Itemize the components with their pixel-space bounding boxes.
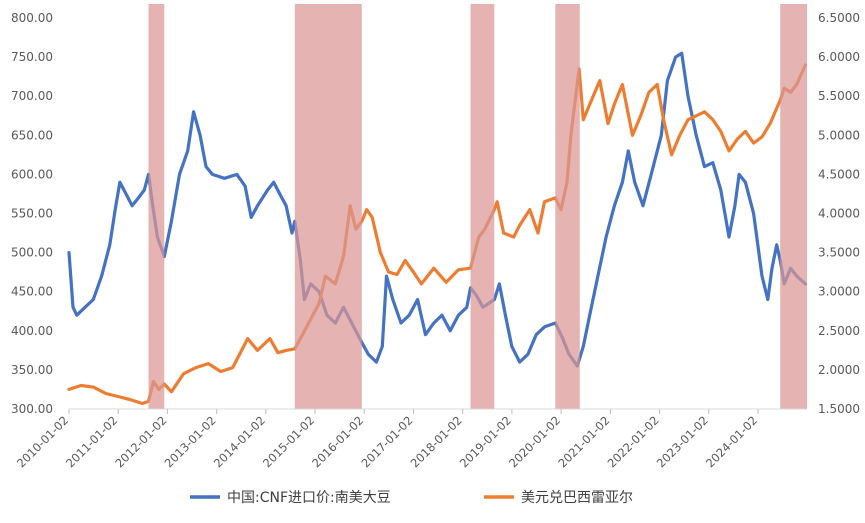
x-tick-label: 2011-01-02 xyxy=(63,413,120,470)
y-right-tick-label: 1.5000 xyxy=(818,402,860,416)
x-tick-label: 2013-01-02 xyxy=(162,413,219,470)
y-right-tick-label: 6.0000 xyxy=(818,50,860,64)
x-tick-label: 2010-01-02 xyxy=(14,413,71,470)
y-left-tick-label: 450.00 xyxy=(11,285,53,299)
shaded-period-4 xyxy=(555,4,580,409)
y-left-tick-label: 350.00 xyxy=(11,363,53,377)
y-right-tick-label: 5.0000 xyxy=(818,128,860,142)
y-left-tick-label: 600.00 xyxy=(11,167,53,181)
shaded-period-2 xyxy=(294,4,362,409)
x-tick-label: 2018-01-02 xyxy=(408,413,465,470)
x-tick-label: 2017-01-02 xyxy=(358,413,415,470)
y-left-tick-label: 400.00 xyxy=(11,324,53,338)
x-tick-label: 2012-01-02 xyxy=(112,413,169,470)
x-tick-label: 2022-01-02 xyxy=(605,413,662,470)
y-right-tick-label: 6.5000 xyxy=(818,11,860,25)
x-tick-label: 2016-01-02 xyxy=(309,413,366,470)
y-right-tick-label: 2.5000 xyxy=(818,324,860,338)
legend-label-2: 美元兑巴西雷亚尔 xyxy=(521,490,633,506)
shaded-period-5 xyxy=(780,4,807,409)
y-left-tick-label: 800.00 xyxy=(11,11,53,25)
legend-label-1: 中国:CNF进口价:南美大豆 xyxy=(227,490,391,506)
x-tick-label: 2023-01-02 xyxy=(654,413,711,470)
y-right-tick-label: 2.0000 xyxy=(818,363,860,377)
y-right-tick-label: 5.5000 xyxy=(818,89,860,103)
y-right-tick-label: 4.5000 xyxy=(818,167,860,181)
x-tick-label: 2015-01-02 xyxy=(260,413,317,470)
y-left-tick-label: 750.00 xyxy=(11,50,53,64)
x-tick-label: 2021-01-02 xyxy=(555,413,612,470)
y-left-tick-label: 550.00 xyxy=(11,207,53,221)
x-tick-label: 2019-01-02 xyxy=(457,413,514,470)
y-right-tick-label: 3.0000 xyxy=(818,285,860,299)
y-right-tick-label: 3.5000 xyxy=(818,246,860,260)
y-left-tick-label: 500.00 xyxy=(11,246,53,260)
shaded-period-1 xyxy=(148,4,165,409)
x-tick-label: 2014-01-02 xyxy=(211,413,268,470)
y-left-tick-label: 650.00 xyxy=(11,128,53,142)
x-tick-label: 2020-01-02 xyxy=(506,413,563,470)
y-left-tick-label: 300.00 xyxy=(11,402,53,416)
y-right-tick-label: 4.0000 xyxy=(818,207,860,221)
x-tick-label: 2024-01-02 xyxy=(703,413,760,470)
series-line-1 xyxy=(67,51,808,368)
y-left-tick-label: 700.00 xyxy=(11,89,53,103)
series-line-2 xyxy=(67,63,808,406)
shaded-period-3 xyxy=(470,4,495,409)
